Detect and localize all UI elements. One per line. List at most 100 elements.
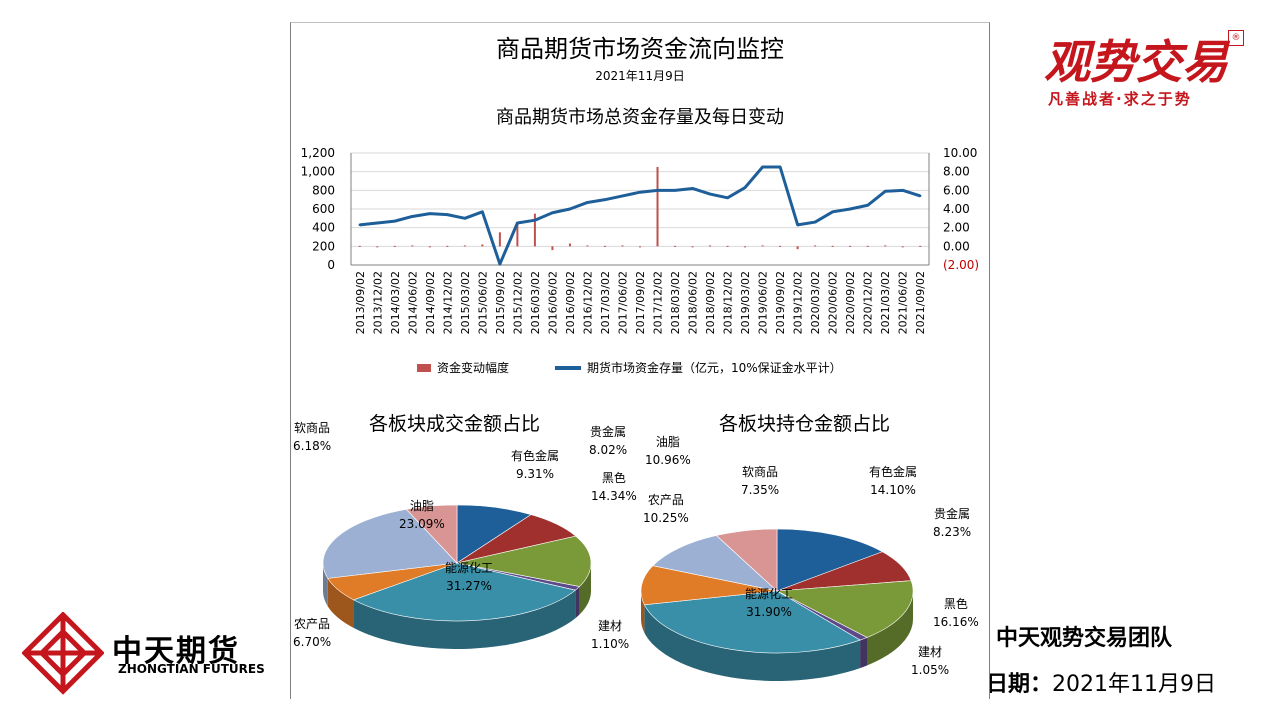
line-point [778, 165, 782, 169]
x-axis-tick: 2016/12/02 [581, 271, 594, 334]
x-axis-tick: 2017/06/02 [616, 271, 629, 334]
bar-mark [498, 232, 501, 247]
line-point [919, 194, 922, 198]
x-axis-tick: 2014/06/02 [406, 271, 419, 334]
pie-slice-黑色 [775, 580, 914, 638]
pie-slice-side [575, 586, 580, 619]
right-axis-tick: 4.00 [943, 202, 970, 216]
pie-slice-油脂 [322, 508, 458, 579]
pie1-label-energy: 能源化工 31.27% [445, 561, 494, 593]
left-axis-tick: 0 [327, 258, 335, 272]
line-point [796, 223, 799, 227]
pie1-label-oil: 油脂 23.09% [399, 499, 445, 531]
line-point [901, 189, 904, 192]
pie-slice-能源化工 [352, 562, 577, 622]
line-series [359, 165, 921, 266]
bar-mark [568, 243, 571, 247]
line-point [393, 219, 396, 223]
pie-slice-有色金属 [776, 528, 884, 592]
footer-date: 日期：2021年11月9日 [986, 666, 1216, 698]
left-axis-tick: 1,200 [301, 146, 335, 160]
x-axis-tick: 2014/03/02 [389, 271, 402, 334]
x-axis-tick: 2014/12/02 [441, 271, 454, 334]
bar-mark [884, 245, 887, 247]
x-axis-tick: 2021/03/02 [879, 271, 892, 334]
bar-mark [376, 246, 379, 248]
bar-mark [709, 245, 712, 247]
x-axis-tick: 2018/03/02 [669, 271, 682, 334]
right-axis-tick: 0.00 [943, 239, 970, 253]
x-axis-tick: 2016/06/02 [546, 271, 559, 334]
pie1-chart [322, 504, 592, 649]
x-axis-tick: 2019/06/02 [757, 271, 770, 334]
bar-mark [516, 223, 519, 247]
bar-mark [586, 245, 589, 247]
company-name-en: ZHONGTIAN FUTURES [118, 662, 265, 676]
pie-slice-软商品 [715, 528, 778, 592]
pie2-label-soft: 软商品 7.35% [741, 465, 780, 497]
x-axis-tick: 2015/09/02 [494, 271, 507, 334]
report-date: 2021年11月9日 [595, 69, 685, 83]
x-axis-tick: 2020/09/02 [844, 271, 857, 334]
bar-mark [744, 246, 747, 248]
line-point [603, 198, 607, 201]
left-axis-tick: 400 [312, 221, 335, 235]
page-title: 商品期货市场资金流向监控 [496, 35, 784, 63]
pie-slice-side [579, 563, 591, 615]
left-axis-tick: 600 [312, 202, 335, 216]
pie2-label-building: 建材 1.05% [911, 645, 950, 677]
legend-bar-label: 资金变动幅度 [437, 361, 510, 375]
x-axis-tick: 2020/03/02 [809, 271, 822, 334]
pie-slice-农产品 [641, 565, 778, 606]
bar-mark [428, 246, 431, 248]
left-axis-tick: 800 [312, 183, 335, 197]
line-point [376, 221, 379, 225]
pie-slice-side [327, 578, 354, 628]
legend-bar-swatch [417, 363, 431, 372]
line-point [463, 217, 467, 220]
legend-line-label: 期货市场资金存量（亿元，10%保证金水平计） [587, 361, 842, 375]
right-axis-tick: 8.00 [943, 165, 970, 179]
pie-slice-side [353, 590, 576, 649]
pie2-label-nonferrous: 有色金属 14.10% [869, 465, 918, 497]
footer-date-value: 2021年11月9日 [1052, 672, 1216, 697]
line-point [813, 220, 817, 224]
pie-slice-软商品 [405, 504, 458, 564]
bar-mark [481, 244, 484, 247]
pie2-label-oil: 油脂 10.96% [645, 435, 691, 467]
right-axis-tick: 6.00 [943, 183, 970, 197]
bar-mark [358, 245, 361, 247]
line-point [446, 213, 449, 216]
team-name: 中天观势交易团队 [996, 626, 1173, 651]
bar-mark [779, 245, 782, 247]
x-axis-tick: 2015/12/02 [511, 271, 524, 334]
left-axis-tick: 1,000 [301, 165, 335, 179]
line-point [551, 211, 554, 214]
footer-date-label: 日期： [986, 672, 1053, 697]
line-point [638, 191, 642, 194]
combo-chart: 0 200 400 600 800 1,000 1,200 (2.00) 0.00 2.00 4.0… [301, 146, 979, 334]
brand-logo-text: 观势交易 [1044, 35, 1228, 89]
x-axis-tick: 2021/09/02 [914, 271, 927, 334]
pie2-chart [641, 528, 914, 681]
bar-mark [726, 245, 729, 247]
line-point [708, 192, 712, 196]
pie2-title: 各板块持仓金额占比 [719, 413, 891, 435]
legend-bar: 资金变动幅度 [417, 359, 509, 376]
line-point [568, 207, 572, 211]
line-point [656, 189, 659, 192]
line-point [411, 215, 414, 218]
bar-mark [796, 246, 799, 250]
bar-mark [639, 246, 641, 248]
line-point [743, 186, 747, 189]
line-point [691, 187, 694, 190]
x-axis-tick: 2015/03/02 [459, 271, 472, 334]
chart-title: 商品期货市场总资金存量及每日变动 [496, 107, 784, 128]
pie1-label-precious: 贵金属 8.02% [589, 425, 628, 457]
pie1-title: 各板块成交金额占比 [369, 413, 541, 435]
company-name-cn: 中天期货 [112, 634, 240, 669]
x-axis-tick: 2018/09/02 [704, 271, 717, 334]
x-axis-tick: 2016/09/02 [564, 271, 577, 334]
bar-mark [551, 246, 554, 251]
x-axis-tick: 2018/06/02 [687, 271, 700, 334]
